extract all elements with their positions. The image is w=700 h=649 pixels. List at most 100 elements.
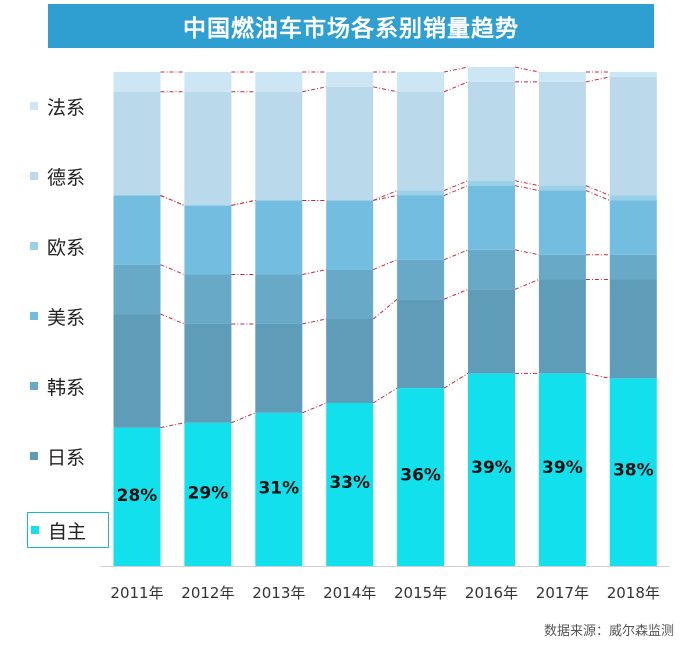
connector-line-4-5 bbox=[443, 185, 469, 196]
chart-title: 中国燃油车市场各系别销量趋势 bbox=[48, 4, 654, 48]
data-label-4: 33% bbox=[329, 473, 370, 493]
legend-label: 韩系 bbox=[47, 376, 86, 399]
connector-line-7-5 bbox=[443, 66, 469, 73]
legend-item-7[interactable]: 自主 bbox=[27, 512, 109, 548]
connector-line-1-5 bbox=[443, 372, 469, 389]
data-label-7: 39% bbox=[542, 458, 583, 478]
x-tick-label-1: 2011年 bbox=[110, 584, 163, 602]
connector-line-5-4 bbox=[373, 190, 398, 201]
data-source: 数据来源：威尔森监测 bbox=[543, 624, 674, 639]
bar-3-8 bbox=[609, 254, 657, 280]
bar-6-4 bbox=[326, 86, 374, 201]
connector-line-2-5 bbox=[443, 288, 469, 300]
bar-4-5 bbox=[397, 195, 445, 260]
connector-line-1-3 bbox=[302, 402, 327, 414]
connector-line-3-6 bbox=[514, 249, 540, 256]
bar-4-4 bbox=[326, 200, 374, 270]
bar-7-4 bbox=[326, 72, 374, 87]
x-tick-label-8: 2018年 bbox=[607, 584, 660, 602]
bar-5-5 bbox=[397, 190, 445, 196]
x-tick-label-6: 2016年 bbox=[465, 584, 518, 602]
legend-swatch bbox=[30, 382, 38, 390]
bar-3-2 bbox=[184, 274, 232, 324]
bar-1-7 bbox=[538, 373, 586, 566]
connector-line-3-1 bbox=[160, 264, 185, 276]
bar-6-3 bbox=[255, 91, 303, 201]
connector-line-5-5 bbox=[443, 180, 469, 192]
bar-4-2 bbox=[184, 205, 232, 275]
connector-line-3-5 bbox=[443, 249, 469, 261]
connector-line-5-7 bbox=[585, 185, 610, 196]
bar-7-8 bbox=[609, 72, 657, 77]
legend-item-5[interactable]: 韩系 bbox=[30, 372, 110, 400]
legend-swatch bbox=[30, 172, 38, 180]
bar-2-7 bbox=[538, 279, 586, 374]
bar-1-4 bbox=[326, 402, 374, 566]
bar-2-1 bbox=[113, 314, 161, 428]
connector-line-1-1 bbox=[160, 422, 185, 429]
legend-item-2[interactable]: 德系 bbox=[30, 162, 110, 190]
data-label-1: 28% bbox=[117, 486, 158, 506]
legend-swatch bbox=[30, 312, 38, 320]
bar-7-6 bbox=[468, 67, 515, 82]
bar-2-4 bbox=[326, 319, 374, 403]
bar-1-2 bbox=[184, 422, 232, 566]
legend-swatch bbox=[30, 102, 38, 110]
legend-item-6[interactable]: 日系 bbox=[30, 442, 110, 470]
data-label-5: 36% bbox=[400, 466, 441, 486]
legend-item-3[interactable]: 欧系 bbox=[30, 232, 110, 260]
legend-item-4[interactable]: 美系 bbox=[30, 302, 110, 330]
bar-4-7 bbox=[538, 190, 586, 255]
x-tick-label-7: 2017年 bbox=[536, 584, 589, 602]
legend-swatch bbox=[30, 452, 38, 460]
connector-line-1-7 bbox=[585, 372, 610, 379]
bar-5-7 bbox=[538, 185, 586, 191]
bar-2-5 bbox=[397, 299, 445, 389]
connector-line-4-4 bbox=[373, 195, 398, 201]
bar-4-1 bbox=[113, 195, 161, 265]
legend-label: 美系 bbox=[47, 306, 86, 329]
legend-label: 德系 bbox=[47, 166, 86, 189]
connector-line-2-1 bbox=[160, 313, 185, 325]
connector-line-3-4 bbox=[373, 259, 398, 271]
bar-1-1 bbox=[113, 427, 161, 566]
connector-line-5-6 bbox=[514, 180, 540, 187]
legend-label: 法系 bbox=[47, 96, 86, 119]
bar-6-2 bbox=[184, 91, 232, 206]
bar-3-4 bbox=[326, 269, 374, 319]
bar-3-7 bbox=[538, 254, 586, 280]
bar-2-3 bbox=[255, 323, 303, 413]
legend-label: 欧系 bbox=[47, 236, 86, 259]
bar-4-3 bbox=[255, 200, 303, 275]
connector-line-2-4 bbox=[372, 298, 398, 320]
bar-1-3 bbox=[255, 412, 303, 566]
bar-2-2 bbox=[184, 323, 232, 423]
bar-1-8 bbox=[609, 378, 657, 566]
bar-3-1 bbox=[113, 264, 161, 315]
bar-7-7 bbox=[538, 72, 586, 82]
data-label-2: 29% bbox=[188, 484, 229, 504]
legend-item-1[interactable]: 法系 bbox=[30, 92, 110, 120]
bar-6-1 bbox=[113, 91, 161, 196]
data-label-8: 38% bbox=[613, 460, 654, 480]
connector-line-6-4 bbox=[373, 86, 398, 93]
connector-line-6-5 bbox=[443, 81, 469, 93]
connector-line-4-6 bbox=[514, 185, 540, 192]
bar-2-6 bbox=[468, 289, 515, 374]
bar-5-8 bbox=[609, 195, 657, 201]
connector-line-1-2 bbox=[231, 412, 256, 424]
connector-line-6-7 bbox=[585, 76, 610, 83]
legend-swatch bbox=[31, 526, 39, 534]
bar-3-6 bbox=[468, 249, 515, 290]
connector-line-2-3 bbox=[302, 318, 327, 325]
x-tick-label-4: 2014年 bbox=[323, 584, 376, 602]
bar-7-2 bbox=[184, 72, 232, 92]
bar-3-3 bbox=[255, 274, 303, 324]
bar-6-8 bbox=[609, 76, 657, 196]
bar-7-3 bbox=[255, 72, 303, 92]
data-label-6: 39% bbox=[471, 458, 512, 478]
bar-1-5 bbox=[397, 388, 445, 566]
x-tick-label-5: 2015年 bbox=[394, 584, 447, 602]
bar-6-5 bbox=[397, 91, 445, 191]
